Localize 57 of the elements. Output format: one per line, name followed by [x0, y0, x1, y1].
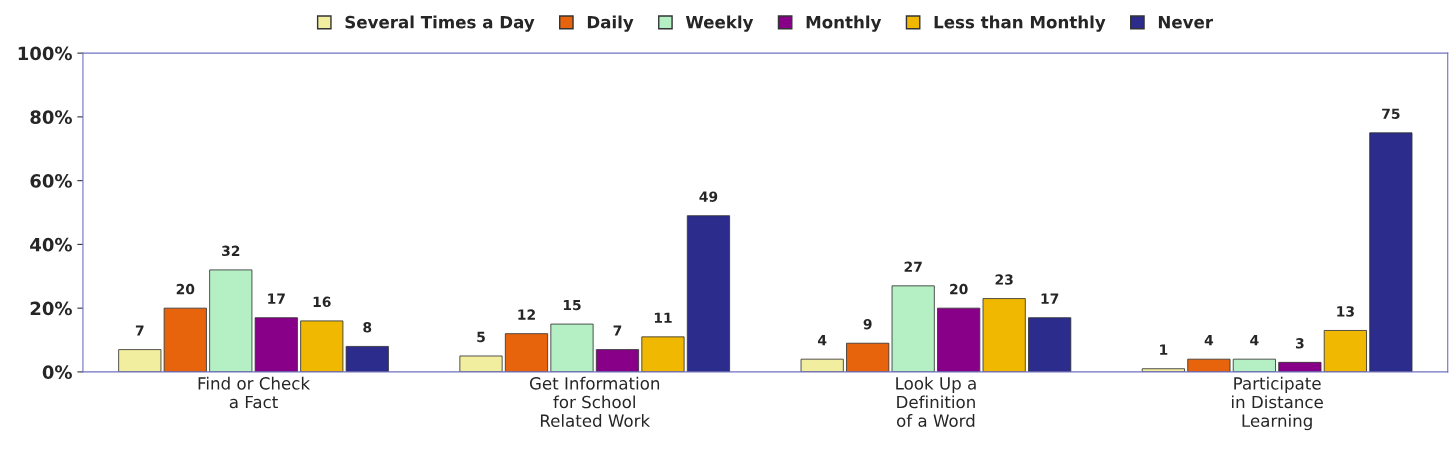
y-tick-label: 0% [42, 365, 72, 380]
bar [1323, 330, 1367, 372]
y-tick-label: 100% [18, 46, 72, 61]
bar [891, 285, 935, 372]
legend-label: Less than Monthly [934, 15, 1106, 32]
data-label: 4 [1204, 335, 1214, 346]
y-tick-label: 80% [30, 110, 72, 124]
bar [641, 336, 685, 372]
data-label: 32 [222, 245, 240, 257]
data-label: 7 [135, 325, 144, 336]
legend-label: Several Times a Day [345, 15, 535, 32]
data-label: 1 [1160, 344, 1168, 355]
data-label: 12 [518, 309, 535, 320]
y-tick-label: 20% [30, 301, 72, 316]
bar [504, 333, 549, 372]
bar [1187, 358, 1231, 372]
bar [1369, 132, 1413, 372]
bar [595, 349, 640, 372]
data-label: 8 [363, 322, 372, 333]
data-label: 4 [1250, 335, 1259, 346]
bar [459, 355, 503, 372]
y-tick-label: 60% [30, 174, 72, 188]
data-label: 16 [313, 296, 331, 308]
data-label: 9 [863, 318, 872, 330]
x-tick-label: Participate in Distance Learning [1232, 376, 1323, 431]
bar [800, 358, 844, 372]
data-label: 20 [176, 283, 195, 295]
bar [846, 342, 890, 372]
legend-label: Monthly [806, 15, 882, 32]
data-label: 3 [1295, 338, 1304, 349]
legend-label: Never [1158, 16, 1213, 29]
bar [982, 298, 1026, 372]
data-label: 17 [1041, 293, 1059, 304]
y-tick-label: 40% [30, 237, 72, 252]
data-label: 23 [995, 274, 1013, 285]
bar [1278, 361, 1322, 372]
data-label: 11 [654, 312, 672, 323]
bar [937, 307, 981, 372]
data-label: 27 [904, 261, 922, 272]
bar [1028, 317, 1072, 372]
data-label: 75 [1382, 108, 1400, 120]
data-label: 17 [268, 293, 285, 304]
x-tick-label: Get Information for School Related Work [529, 376, 660, 427]
data-label: 20 [950, 283, 968, 295]
bar [550, 323, 594, 372]
bar [1232, 358, 1276, 372]
data-label: 4 [817, 335, 827, 346]
legend-label: Daily [587, 15, 634, 32]
data-label: 13 [1337, 306, 1354, 317]
data-label: 7 [613, 325, 622, 336]
data-label: 15 [563, 299, 581, 311]
data-label: 49 [699, 191, 718, 202]
data-label: 5 [477, 331, 485, 343]
x-tick-label: Find or Check a Fact [198, 376, 311, 409]
bar [686, 215, 731, 372]
x-tick-label: Look Up a Definition of a Word [896, 376, 976, 427]
legend-label: Weekly [685, 15, 754, 32]
